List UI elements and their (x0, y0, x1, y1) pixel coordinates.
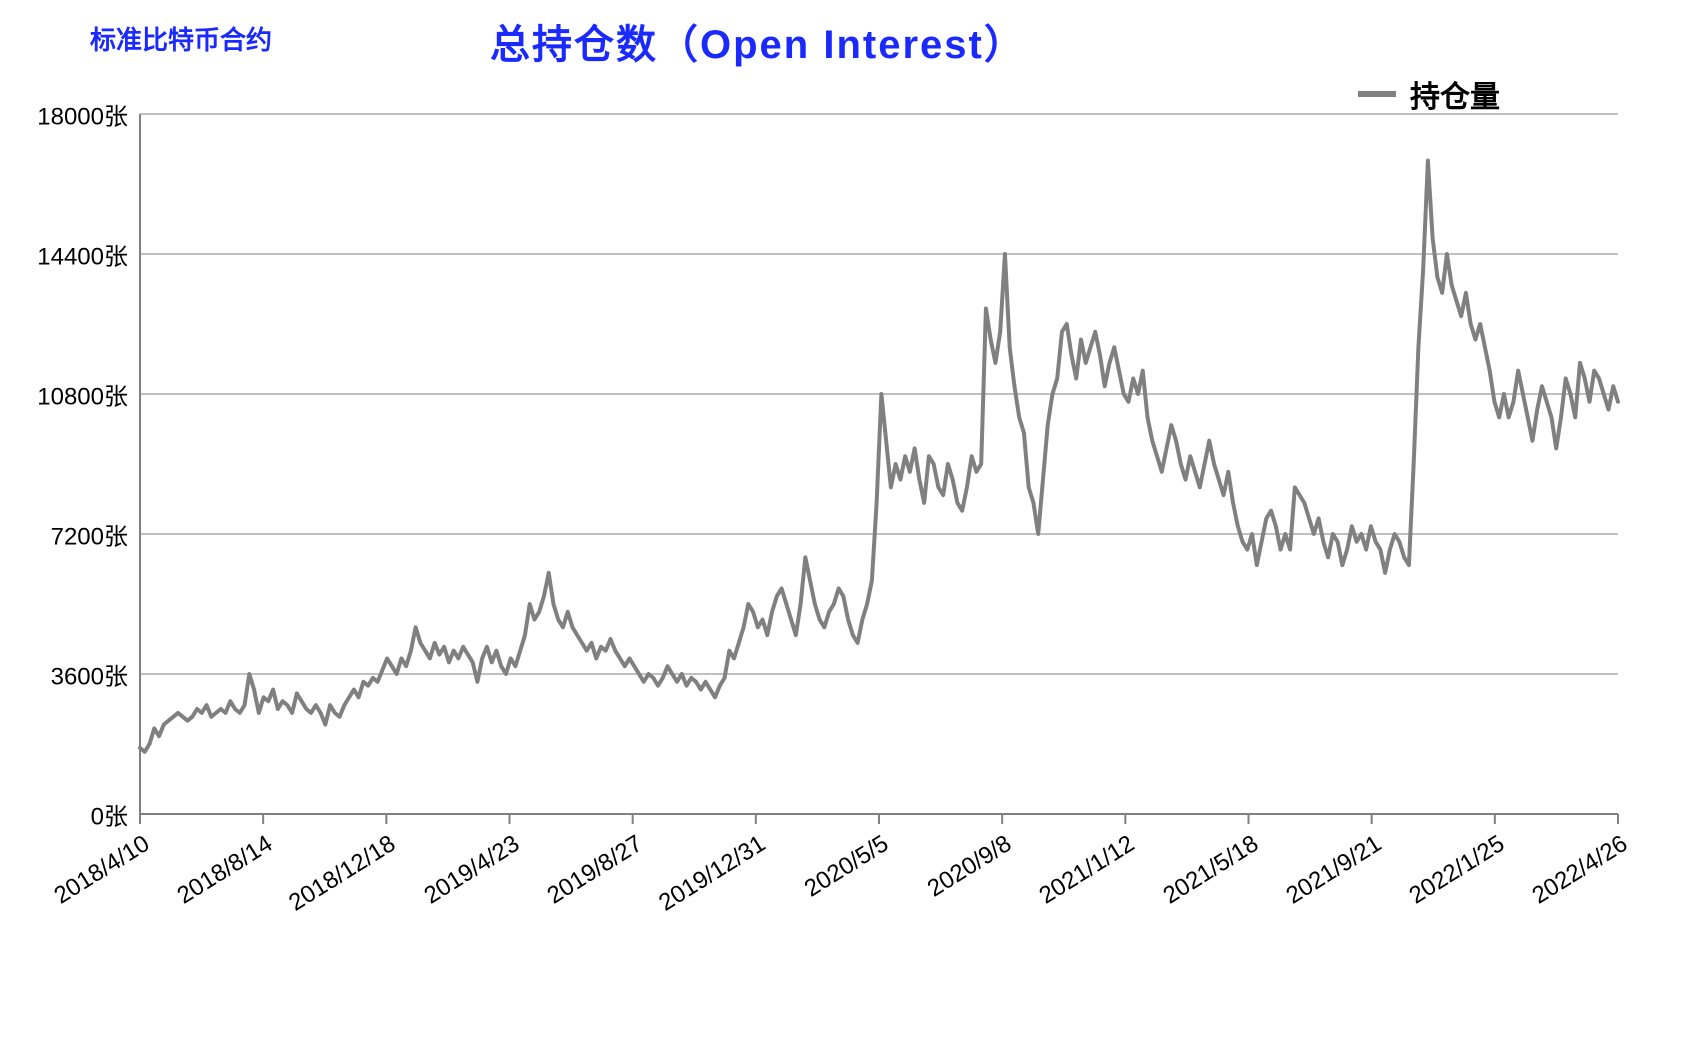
x-axis-tick-label: 2021/9/21 (1281, 830, 1386, 910)
legend-label: 持仓量 (1410, 72, 1500, 116)
x-axis-tick-label: 2021/5/18 (1158, 830, 1263, 910)
x-axis-tick-label: 2022/4/26 (1527, 830, 1632, 910)
x-axis-tick-label: 2019/8/27 (542, 830, 647, 910)
y-axis-tick-label: 10800张 (37, 377, 128, 412)
series-line (140, 161, 1618, 752)
y-axis-tick-label: 3600张 (51, 657, 128, 692)
y-axis-tick-label: 14400张 (37, 237, 128, 272)
chart-subtitle: 标准比特币合约 (90, 20, 272, 57)
x-axis-tick-label: 2018/12/18 (284, 830, 401, 917)
y-axis-tick-label: 0张 (91, 797, 128, 832)
x-axis-tick-label: 2020/5/5 (800, 830, 894, 903)
x-axis-tick-label: 2022/1/25 (1404, 830, 1509, 910)
x-axis-tick-label: 2019/4/23 (419, 830, 524, 910)
chart-title: 总持仓数（Open Interest） (490, 12, 1026, 70)
chart-svg (140, 114, 1618, 814)
x-axis-tick-label: 2018/4/10 (49, 830, 154, 910)
x-axis-tick-label: 2019/12/31 (654, 830, 771, 917)
x-axis-tick-label: 2021/1/12 (1035, 830, 1140, 910)
legend-line-icon (1358, 91, 1396, 97)
x-axis-tick-label: 2020/9/8 (923, 830, 1017, 903)
chart-container: 标准比特币合约 总持仓数（Open Interest） 持仓量 0张3600张7… (0, 0, 1700, 1056)
x-axis-tick-label: 2018/8/14 (173, 830, 278, 910)
chart-plot-area: 0张3600张7200张10800张14400张18000张2018/4/102… (140, 114, 1618, 814)
y-axis-tick-label: 7200张 (51, 517, 128, 552)
y-axis-tick-label: 18000张 (37, 97, 128, 132)
chart-legend: 持仓量 (1358, 72, 1500, 116)
